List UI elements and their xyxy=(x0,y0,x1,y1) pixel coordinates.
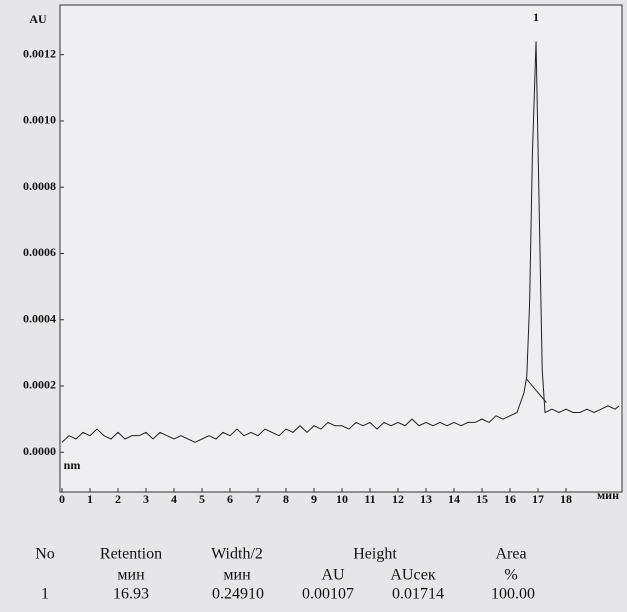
x-axis-label: мин xyxy=(597,488,619,502)
table-header: Retention xyxy=(100,546,162,563)
x-tick-label: 8 xyxy=(283,492,289,506)
y-tick-label: 0.0006 xyxy=(23,245,56,259)
x-tick-label: 18 xyxy=(560,492,572,506)
table-header: Width/2 xyxy=(211,546,263,563)
x-tick-label: 10 xyxy=(336,492,348,506)
x-tick-label: 13 xyxy=(420,492,432,506)
y-tick-label: 0.0010 xyxy=(23,113,56,127)
x-tick-label: 6 xyxy=(227,492,233,506)
table-unit: мин xyxy=(117,567,145,584)
x-tick-label: 5 xyxy=(199,492,205,506)
integration-baseline xyxy=(526,379,547,403)
y-axis-label: AU xyxy=(29,12,47,26)
table-cell: 16.93 xyxy=(113,586,149,603)
x-tick-label: 11 xyxy=(364,492,375,506)
chromatogram-line xyxy=(61,41,620,443)
x-tick-label: 7 xyxy=(255,492,261,506)
x-tick-label: 9 xyxy=(311,492,317,506)
table-header: Height xyxy=(353,546,397,563)
y-tick-label: 0.0008 xyxy=(23,179,56,193)
table-cell: 0.24910 xyxy=(212,586,264,603)
x-tick-label: 16 xyxy=(504,492,516,506)
x-tick-label: 17 xyxy=(532,492,544,506)
corner-label: nm xyxy=(64,458,81,472)
x-tick-label: 2 xyxy=(115,492,121,506)
x-tick-label: 3 xyxy=(143,492,149,506)
table-unit: % xyxy=(504,567,517,584)
table-cell: 1 xyxy=(41,586,49,603)
table-cell: 100.00 xyxy=(491,586,535,603)
y-tick-label: 0.0012 xyxy=(23,46,56,60)
table-unit: AUсек xyxy=(390,567,436,584)
x-tick-label: 4 xyxy=(171,492,177,506)
y-tick-label: 0.0002 xyxy=(23,378,56,392)
table-header: No xyxy=(35,546,55,563)
x-tick-label: 14 xyxy=(448,492,460,506)
table-header: Area xyxy=(495,546,526,563)
table-cell: 0.01714 xyxy=(392,586,444,603)
table-unit: мин xyxy=(223,567,251,584)
x-tick-label: 12 xyxy=(392,492,404,506)
plot-frame xyxy=(59,4,623,493)
y-tick-label: 0.0004 xyxy=(23,311,56,325)
y-tick-label: 0.0000 xyxy=(23,444,56,458)
x-tick-label: 15 xyxy=(476,492,488,506)
table-unit: AU xyxy=(321,567,345,584)
x-tick-label: 1 xyxy=(87,492,93,506)
x-tick-label: 0 xyxy=(59,492,65,506)
table-cell: 0.00107 xyxy=(302,586,354,603)
peak-label: 1 xyxy=(533,10,539,24)
